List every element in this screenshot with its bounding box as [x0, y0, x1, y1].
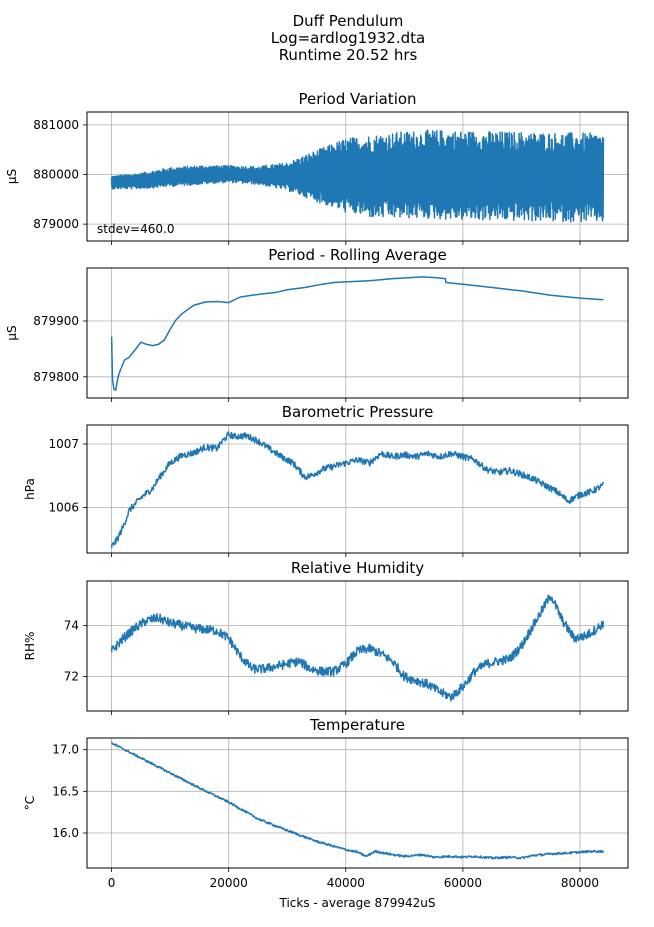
y-tick-label: 17.0 [52, 743, 79, 757]
axes-frame [86, 580, 629, 712]
x-tick-label: 80000 [561, 876, 599, 890]
y-tick-label: 881000 [33, 118, 79, 132]
series-line [110, 431, 605, 548]
y-tick-label: 74 [64, 619, 79, 633]
x-tick-label: 60000 [444, 876, 482, 890]
y-tick-label: 879800 [33, 370, 79, 384]
subplot-title: Temperature [309, 716, 405, 734]
series-line [110, 129, 605, 223]
subplot-title: Period Variation [298, 90, 416, 108]
y-tick-label: 72 [64, 670, 79, 684]
axes-frame [86, 267, 629, 399]
y-axis-label: RH% [23, 632, 37, 661]
axes-frame [86, 111, 629, 242]
subplot-1: 879000 880000 881000 Period Variation µS stde… [5, 90, 629, 245]
figure-title-line-1: Duff Pendulum [293, 12, 404, 30]
x-tick-label: 0 [108, 876, 116, 890]
y-tick-label: 879900 [33, 314, 79, 328]
x-tick-label: 40000 [327, 876, 365, 890]
figure-title-line-2: Log=ardlog1932.dta [271, 29, 425, 47]
grid [87, 425, 628, 553]
subplots: 879000 880000 881000 Period Variation µS stde… [5, 90, 629, 890]
y-axis-label: °C [23, 796, 37, 810]
y-tick-label: 16.5 [52, 784, 79, 798]
grid [87, 738, 628, 868]
y-axis-label: hPa [23, 478, 37, 500]
figure-title-line-3: Runtime 20.52 hrs [279, 46, 418, 64]
grid [87, 268, 628, 398]
subplot-title: Relative Humidity [291, 559, 424, 577]
y-tick-label: 879000 [33, 217, 79, 231]
y-tick-label: 16.0 [52, 826, 79, 840]
y-axis-label: µS [5, 169, 19, 184]
series-line [110, 741, 605, 860]
axes-frame [86, 737, 629, 869]
subplot-4: 72 74 Relative Humidity RH% [23, 559, 629, 715]
y-tick-label: 1006 [48, 500, 79, 514]
subplot-title: Barometric Pressure [282, 403, 434, 421]
x-axis-label: Ticks - average 879942uS [278, 896, 435, 910]
subplot-3: 1006 1007 Barometric Pressure hPa [23, 403, 629, 557]
axes-frame [86, 424, 629, 554]
series-line [110, 276, 604, 391]
x-tick-label: 20000 [210, 876, 248, 890]
subplot-2: 879800 879900 Period - Rolling Average µS [5, 246, 629, 402]
series-line [110, 594, 605, 702]
subplot-title: Period - Rolling Average [268, 246, 447, 264]
y-axis-label: µS [5, 325, 19, 340]
y-tick-label: 880000 [33, 168, 79, 182]
y-tick-label: 1007 [48, 437, 79, 451]
grid [87, 581, 628, 711]
stdev-annotation: stdev=460.0 [97, 222, 174, 236]
subplot-5: 0 20000 40000 60000 80000 16.0 16.5 17.0 Tempera… [23, 716, 629, 890]
